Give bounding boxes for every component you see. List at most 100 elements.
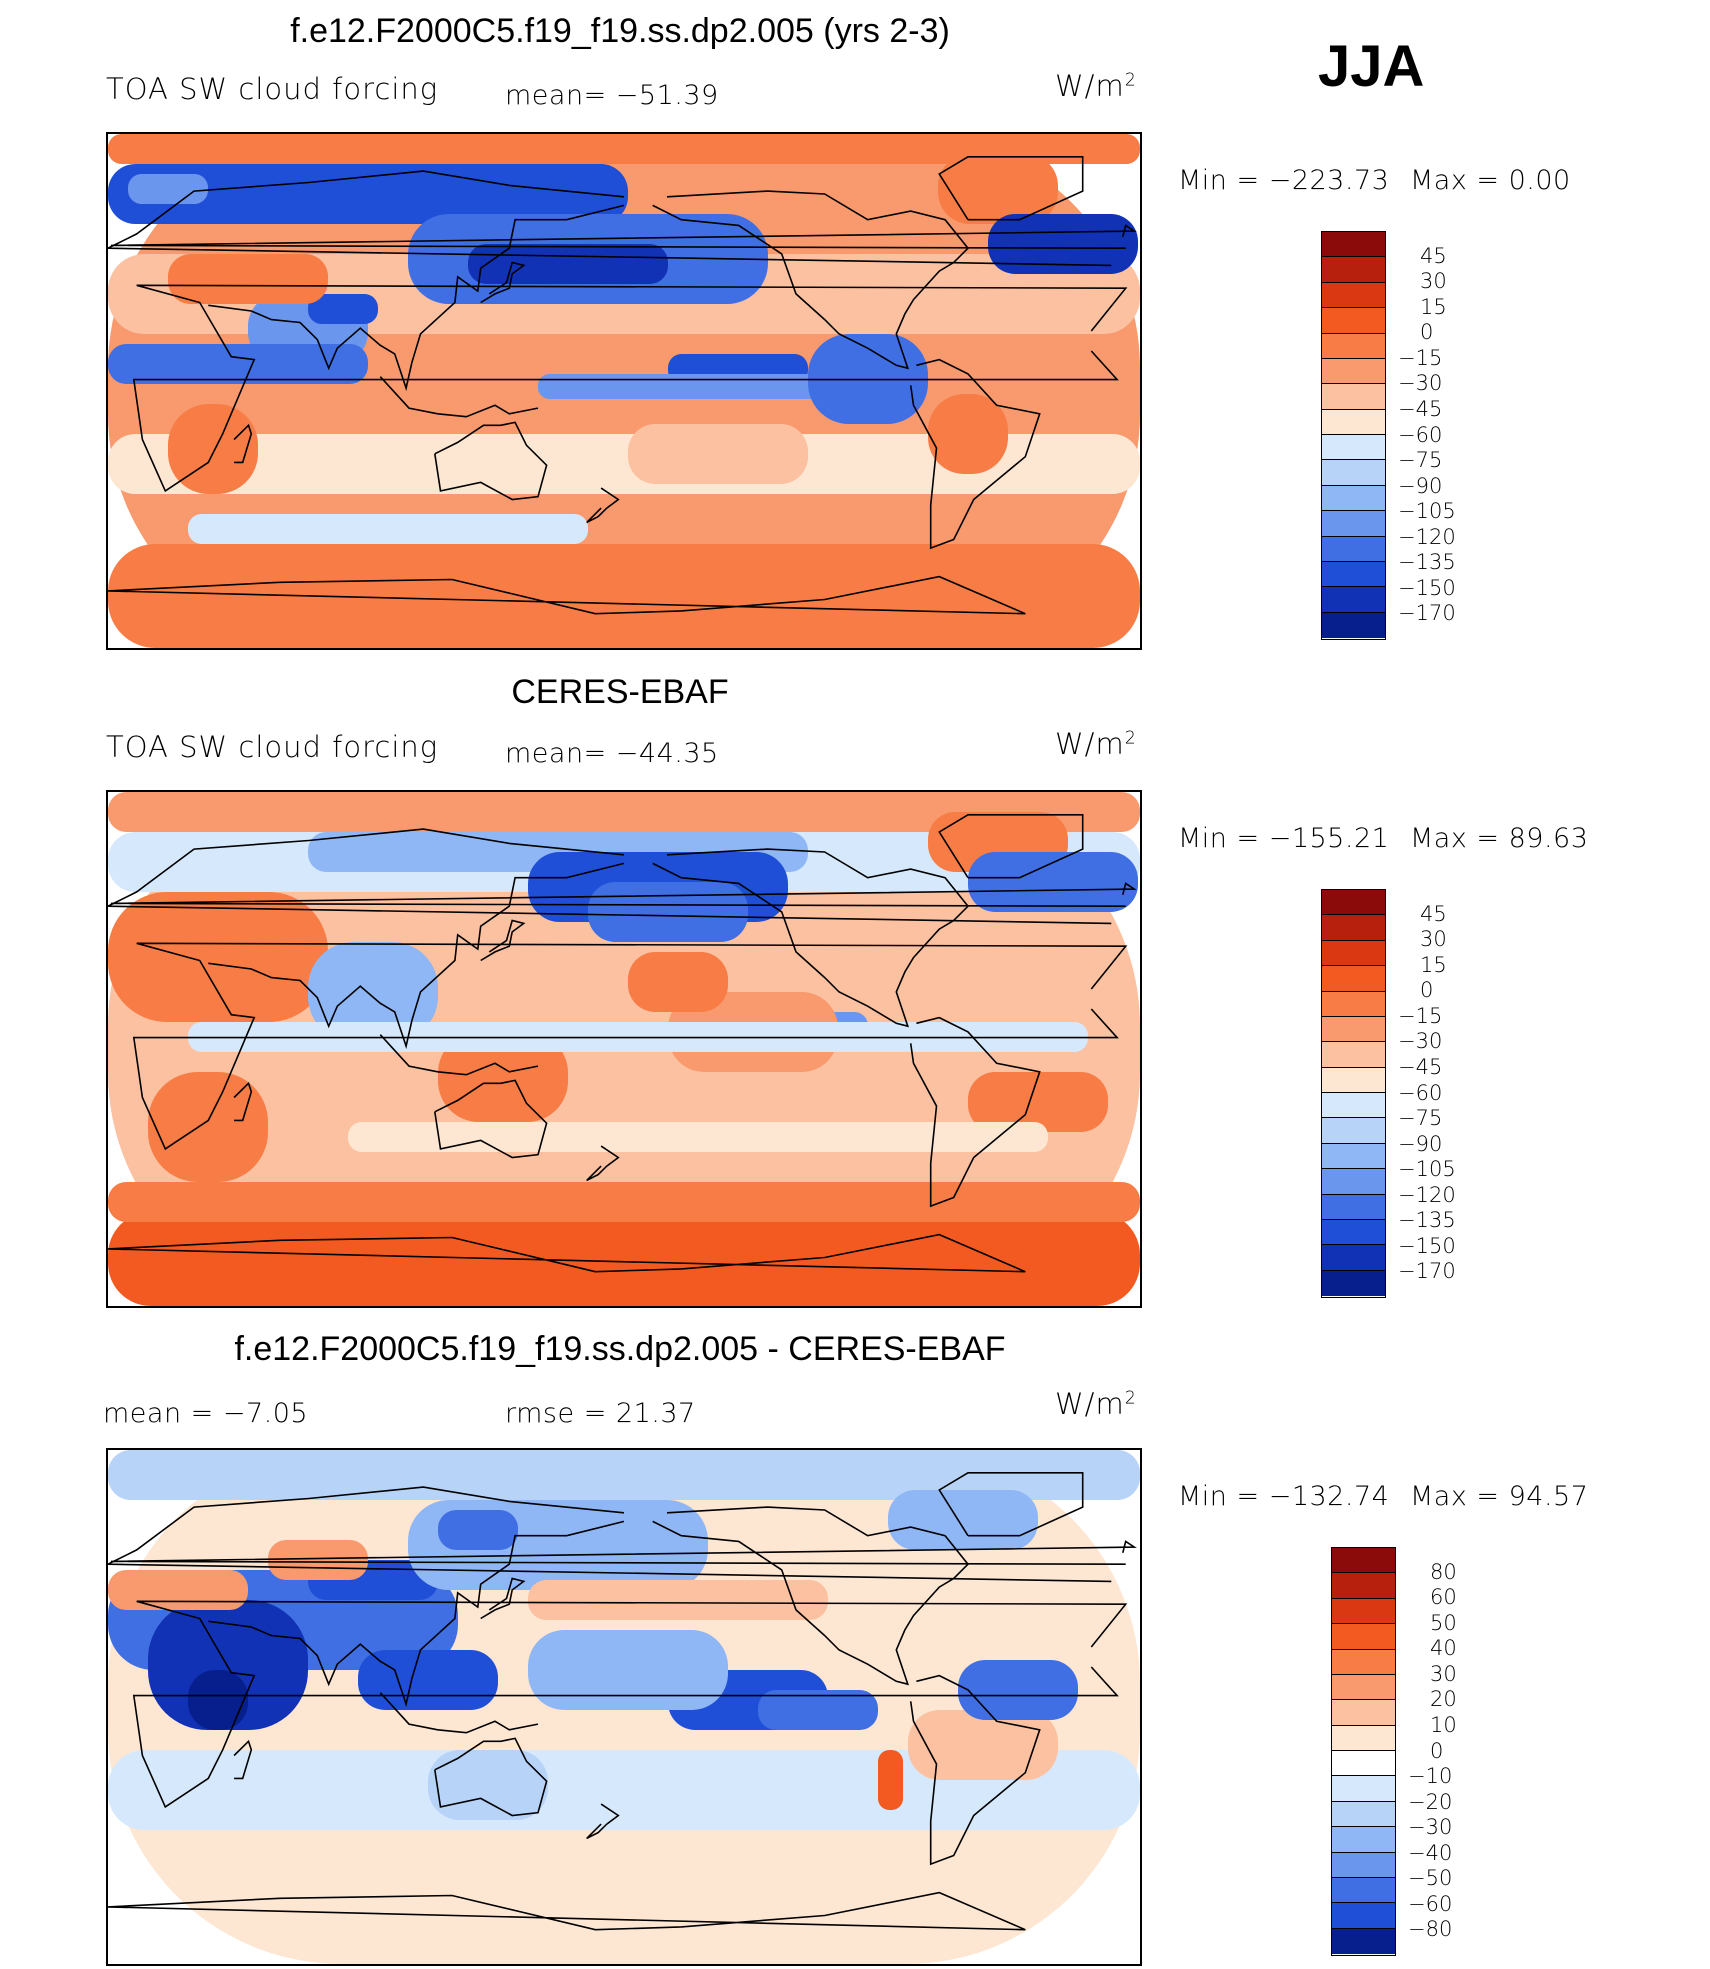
map-model <box>106 132 1142 650</box>
colorbar-swatch <box>1322 359 1385 384</box>
contour-region <box>358 1650 498 1710</box>
min-label: Min = −155.21 <box>1178 825 1389 852</box>
panel-title: CERES-EBAF <box>0 675 1240 709</box>
colorbar-swatch <box>1322 915 1385 940</box>
variable-label: TOA SW cloud forcing <box>106 733 438 762</box>
colorbar-swatch <box>1322 992 1385 1017</box>
colorbar-tick-label: 60 <box>1430 1587 1457 1608</box>
contour-region <box>168 254 328 304</box>
contour-region <box>108 1212 1140 1306</box>
colorbar-tick-label: 0 <box>1420 980 1433 1001</box>
contour-region <box>628 424 808 484</box>
panel-title: f.e12.F2000C5.f19_f19.ss.dp2.005 - CERES… <box>0 1332 1240 1366</box>
contour-map <box>108 134 1140 648</box>
colorbar-tick-label: −170 <box>1398 603 1456 624</box>
colorbar-tick-label: −120 <box>1398 1185 1456 1206</box>
contour-region <box>958 1660 1078 1720</box>
contour-region <box>108 344 368 384</box>
contour-region <box>108 1570 248 1610</box>
colorbar-tick-label: −105 <box>1398 1159 1456 1180</box>
colorbar-swatch <box>1322 435 1385 460</box>
contour-region <box>108 892 328 1022</box>
colorbar-tick-label: −30 <box>1398 373 1442 394</box>
colorbar-swatch <box>1322 486 1385 511</box>
colorbar-tick-label: −50 <box>1408 1868 1452 1889</box>
contour-region <box>128 174 208 204</box>
colorbar-tick-label: 30 <box>1420 271 1447 292</box>
colorbar-tick-label: −15 <box>1398 1006 1442 1027</box>
colorbar-swatch <box>1322 537 1385 562</box>
colorbar-swatch <box>1322 966 1385 991</box>
colorbar-tick-label: −75 <box>1398 1108 1442 1129</box>
colorbar-swatch <box>1322 257 1385 282</box>
min-label: Min = −223.73 <box>1178 167 1389 194</box>
colorbar-swatch <box>1322 890 1385 915</box>
map-diff <box>106 1448 1142 1966</box>
colorbar-tick-label: −75 <box>1398 450 1442 471</box>
colorbar-swatch <box>1322 1118 1385 1143</box>
colorbar-tick-label: −150 <box>1398 1236 1456 1257</box>
contour-region <box>428 1750 548 1820</box>
colorbar-swatch <box>1332 1776 1395 1801</box>
colorbar-tick-label: 0 <box>1430 1741 1443 1762</box>
colorbar-tick-label: 45 <box>1420 904 1447 925</box>
colorbar <box>1321 889 1386 1298</box>
colorbar-tick-label: −90 <box>1398 476 1442 497</box>
colorbar-tick-label: 80 <box>1430 1562 1457 1583</box>
contour-region <box>878 1750 903 1810</box>
colorbar <box>1331 1547 1396 1956</box>
colorbar-swatch <box>1322 384 1385 409</box>
contour-region <box>348 1122 1048 1152</box>
colorbar-swatch <box>1322 1195 1385 1220</box>
colorbar-swatch <box>1332 1599 1395 1624</box>
colorbar-tick-label: 40 <box>1430 1638 1457 1659</box>
colorbar-tick-label: −135 <box>1398 1210 1456 1231</box>
colorbar-tick-label: −45 <box>1398 1057 1442 1078</box>
colorbar-swatch <box>1322 562 1385 587</box>
colorbar-swatch <box>1332 1878 1395 1903</box>
map-obs <box>106 790 1142 1308</box>
colorbar-swatch <box>1322 1042 1385 1067</box>
colorbar-swatch <box>1322 1220 1385 1245</box>
colorbar-swatch <box>1332 1700 1395 1725</box>
colorbar-swatch <box>1322 232 1385 257</box>
max-label: Max = 94.57 <box>1410 1483 1588 1510</box>
colorbar-tick-label: −80 <box>1408 1919 1452 1940</box>
colorbar-swatch <box>1322 511 1385 536</box>
rmse-label: rmse = 21.37 <box>505 1400 696 1427</box>
contour-region <box>538 374 838 399</box>
colorbar-swatch <box>1332 1827 1395 1852</box>
colorbar-tick-label: 15 <box>1420 297 1447 318</box>
mean-label: mean= −44.35 <box>505 740 719 767</box>
colorbar-swatch <box>1332 1751 1395 1776</box>
contour-region <box>928 394 1008 474</box>
colorbar-tick-label: −30 <box>1408 1817 1452 1838</box>
colorbar-swatch <box>1332 1675 1395 1700</box>
colorbar-tick-label: 30 <box>1420 929 1447 950</box>
units-label: W/m2 <box>1055 1390 1137 1419</box>
colorbar-tick-label: 10 <box>1430 1715 1457 1736</box>
colorbar-tick-label: 15 <box>1420 955 1447 976</box>
contour-region <box>438 1510 518 1550</box>
colorbar-tick-label: 30 <box>1430 1664 1457 1685</box>
contour-region <box>528 1630 728 1710</box>
colorbar-swatch <box>1332 1929 1395 1954</box>
contour-region <box>908 1710 1058 1780</box>
colorbar-swatch <box>1322 460 1385 485</box>
colorbar-tick-label: −150 <box>1398 578 1456 599</box>
colorbar-swatch <box>1332 1726 1395 1751</box>
colorbar-swatch <box>1332 1548 1395 1573</box>
colorbar-swatch <box>1332 1903 1395 1928</box>
colorbar-tick-label: −120 <box>1398 527 1456 548</box>
contour-region <box>888 1490 1038 1550</box>
colorbar-tick-label: −30 <box>1398 1031 1442 1052</box>
colorbar-tick-label: −40 <box>1408 1843 1452 1864</box>
colorbar-tick-label: 45 <box>1420 246 1447 267</box>
colorbar-swatch <box>1332 1624 1395 1649</box>
contour-map <box>108 1450 1140 1964</box>
colorbar-swatch <box>1332 1853 1395 1878</box>
colorbar-tick-label: −20 <box>1408 1792 1452 1813</box>
colorbar <box>1321 231 1386 640</box>
min-label: Min = −132.74 <box>1178 1483 1389 1510</box>
panel-title: f.e12.F2000C5.f19_f19.ss.dp2.005 (yrs 2-… <box>0 14 1240 48</box>
